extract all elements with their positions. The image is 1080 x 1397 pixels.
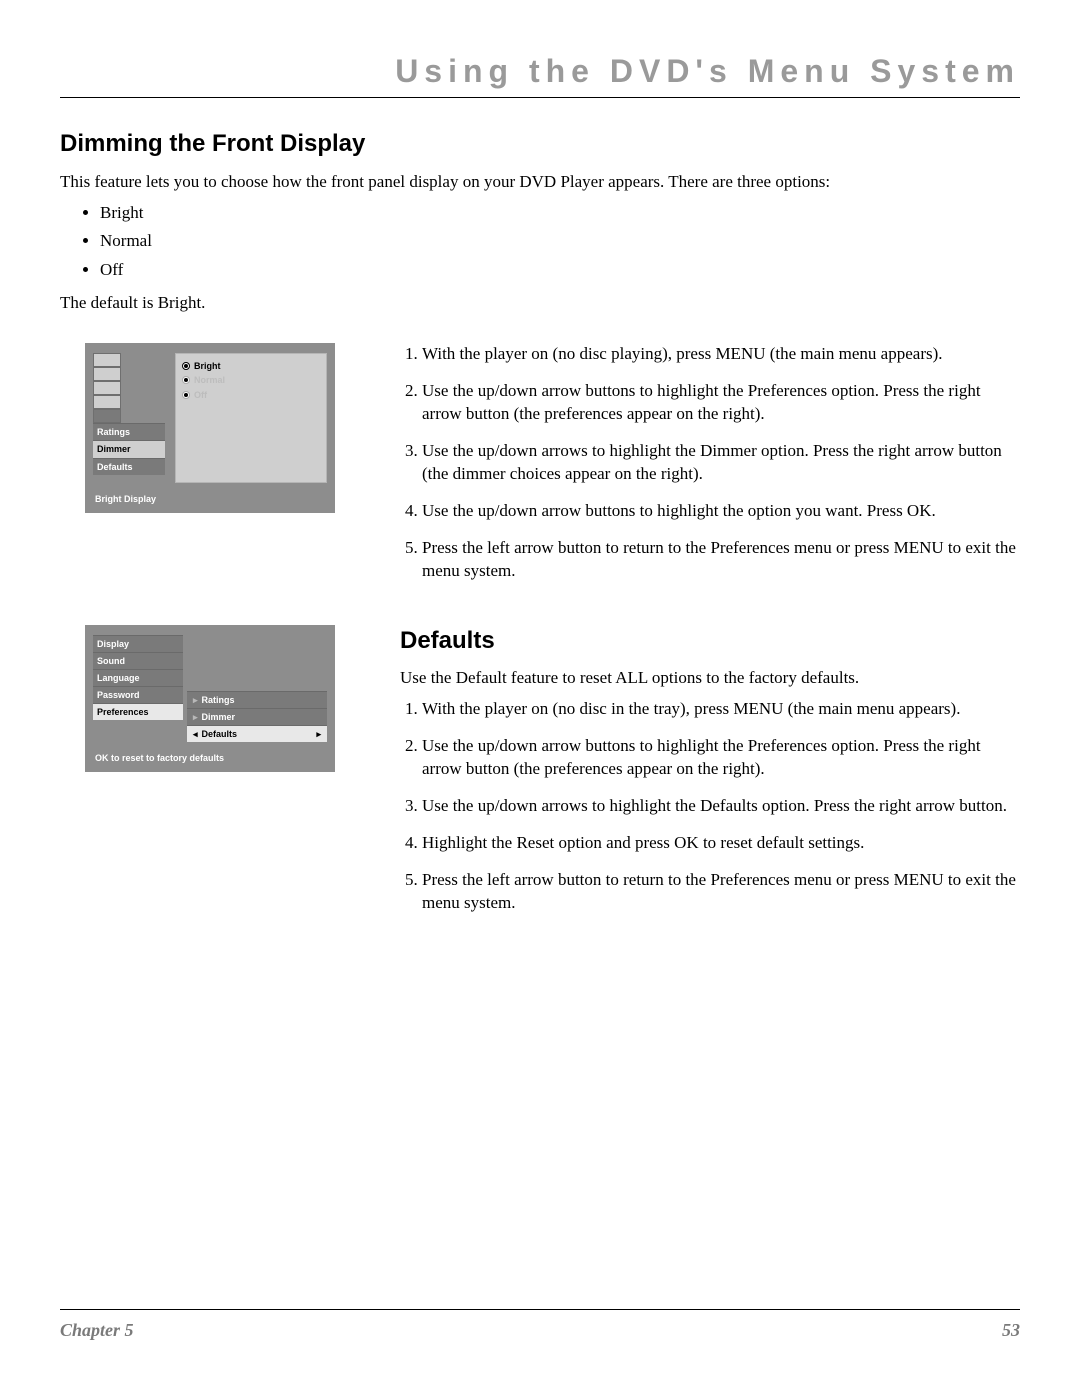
step-item: With the player on (no disc playing), pr…: [422, 343, 1020, 366]
radio-normal: Normal: [194, 374, 225, 386]
dimming-steps: With the player on (no disc playing), pr…: [422, 343, 1020, 583]
defaults-steps: With the player on (no disc in the tray)…: [422, 698, 1020, 915]
dimmer-options-panel: Bright Normal Off: [175, 353, 327, 483]
menu-item-language: Language: [93, 669, 183, 686]
dimming-options-list: Bright Normal Off: [100, 202, 1020, 283]
step-item: Use the up/down arrows to highlight the …: [422, 795, 1020, 818]
radio-icon: [182, 362, 190, 370]
menu-item-password: Password: [93, 686, 183, 703]
dimming-default-line: The default is Bright.: [60, 292, 1020, 315]
option-off: Off: [100, 259, 1020, 282]
chevron-right-icon: ▸: [193, 694, 198, 706]
menu-item-display: Display: [93, 635, 183, 652]
defaults-intro: Use the Default feature to reset ALL opt…: [400, 667, 1020, 690]
menu-item-preferences: Preferences: [93, 703, 183, 720]
submenu-dimmer: ▸ Dimmer: [187, 708, 327, 725]
submenu-label: Ratings: [202, 694, 235, 706]
radio-icon: [182, 376, 190, 384]
step-item: Use the up/down arrow buttons to highlig…: [422, 500, 1020, 523]
step-item: With the player on (no disc in the tray)…: [422, 698, 1020, 721]
page-title: Using the DVD's Menu System: [60, 50, 1020, 93]
submenu-defaults: Defaults: [93, 458, 165, 475]
step-item: Use the up/down arrow buttons to highlig…: [422, 380, 1020, 426]
submenu-label: Defaults: [202, 728, 238, 740]
chevron-left-icon: ◂: [193, 728, 198, 740]
menu-status-line: OK to reset to factory defaults: [93, 752, 327, 764]
step-item: Use the up/down arrow buttons to highlig…: [422, 735, 1020, 781]
radio-bright: Bright: [194, 360, 221, 372]
step-item: Use the up/down arrows to highlight the …: [422, 440, 1020, 486]
menu-status-line: Bright Display: [93, 493, 327, 505]
submenu-ratings: ▸ Ratings: [187, 691, 327, 708]
step-item: Press the left arrow button to return to…: [422, 869, 1020, 915]
menu-screenshot-dimmer: Ratings Dimmer Defaults Bright Normal: [85, 343, 335, 513]
menu-tab: [93, 381, 121, 395]
menu-tab: [93, 367, 121, 381]
radio-off: Off: [194, 389, 207, 401]
menu-item-sound: Sound: [93, 652, 183, 669]
dimming-intro: This feature lets you to choose how the …: [60, 171, 1020, 194]
option-bright: Bright: [100, 202, 1020, 225]
chevron-right-icon: ▸: [316, 728, 321, 740]
heading-defaults: Defaults: [400, 625, 1020, 657]
menu-screenshot-defaults: Display Sound Language Password Preferen…: [85, 625, 335, 773]
submenu-ratings: Ratings: [93, 423, 165, 440]
footer-chapter: Chapter 5: [60, 1318, 134, 1342]
submenu-defaults: ◂ Defaults ▸: [187, 725, 327, 742]
submenu-dimmer: Dimmer: [93, 440, 165, 457]
submenu-label: Dimmer: [202, 711, 236, 723]
radio-icon: [182, 391, 190, 399]
menu-tab: [93, 353, 121, 367]
step-item: Press the left arrow button to return to…: [422, 537, 1020, 583]
option-normal: Normal: [100, 230, 1020, 253]
divider-bottom: [60, 1309, 1020, 1310]
divider-top: [60, 97, 1020, 98]
heading-dimming: Dimming the Front Display: [60, 128, 1020, 160]
menu-tab: [93, 395, 121, 409]
menu-tab-active: [93, 409, 121, 423]
footer-page-number: 53: [1002, 1318, 1020, 1342]
chevron-right-icon: ▸: [193, 711, 198, 723]
step-item: Highlight the Reset option and press OK …: [422, 832, 1020, 855]
